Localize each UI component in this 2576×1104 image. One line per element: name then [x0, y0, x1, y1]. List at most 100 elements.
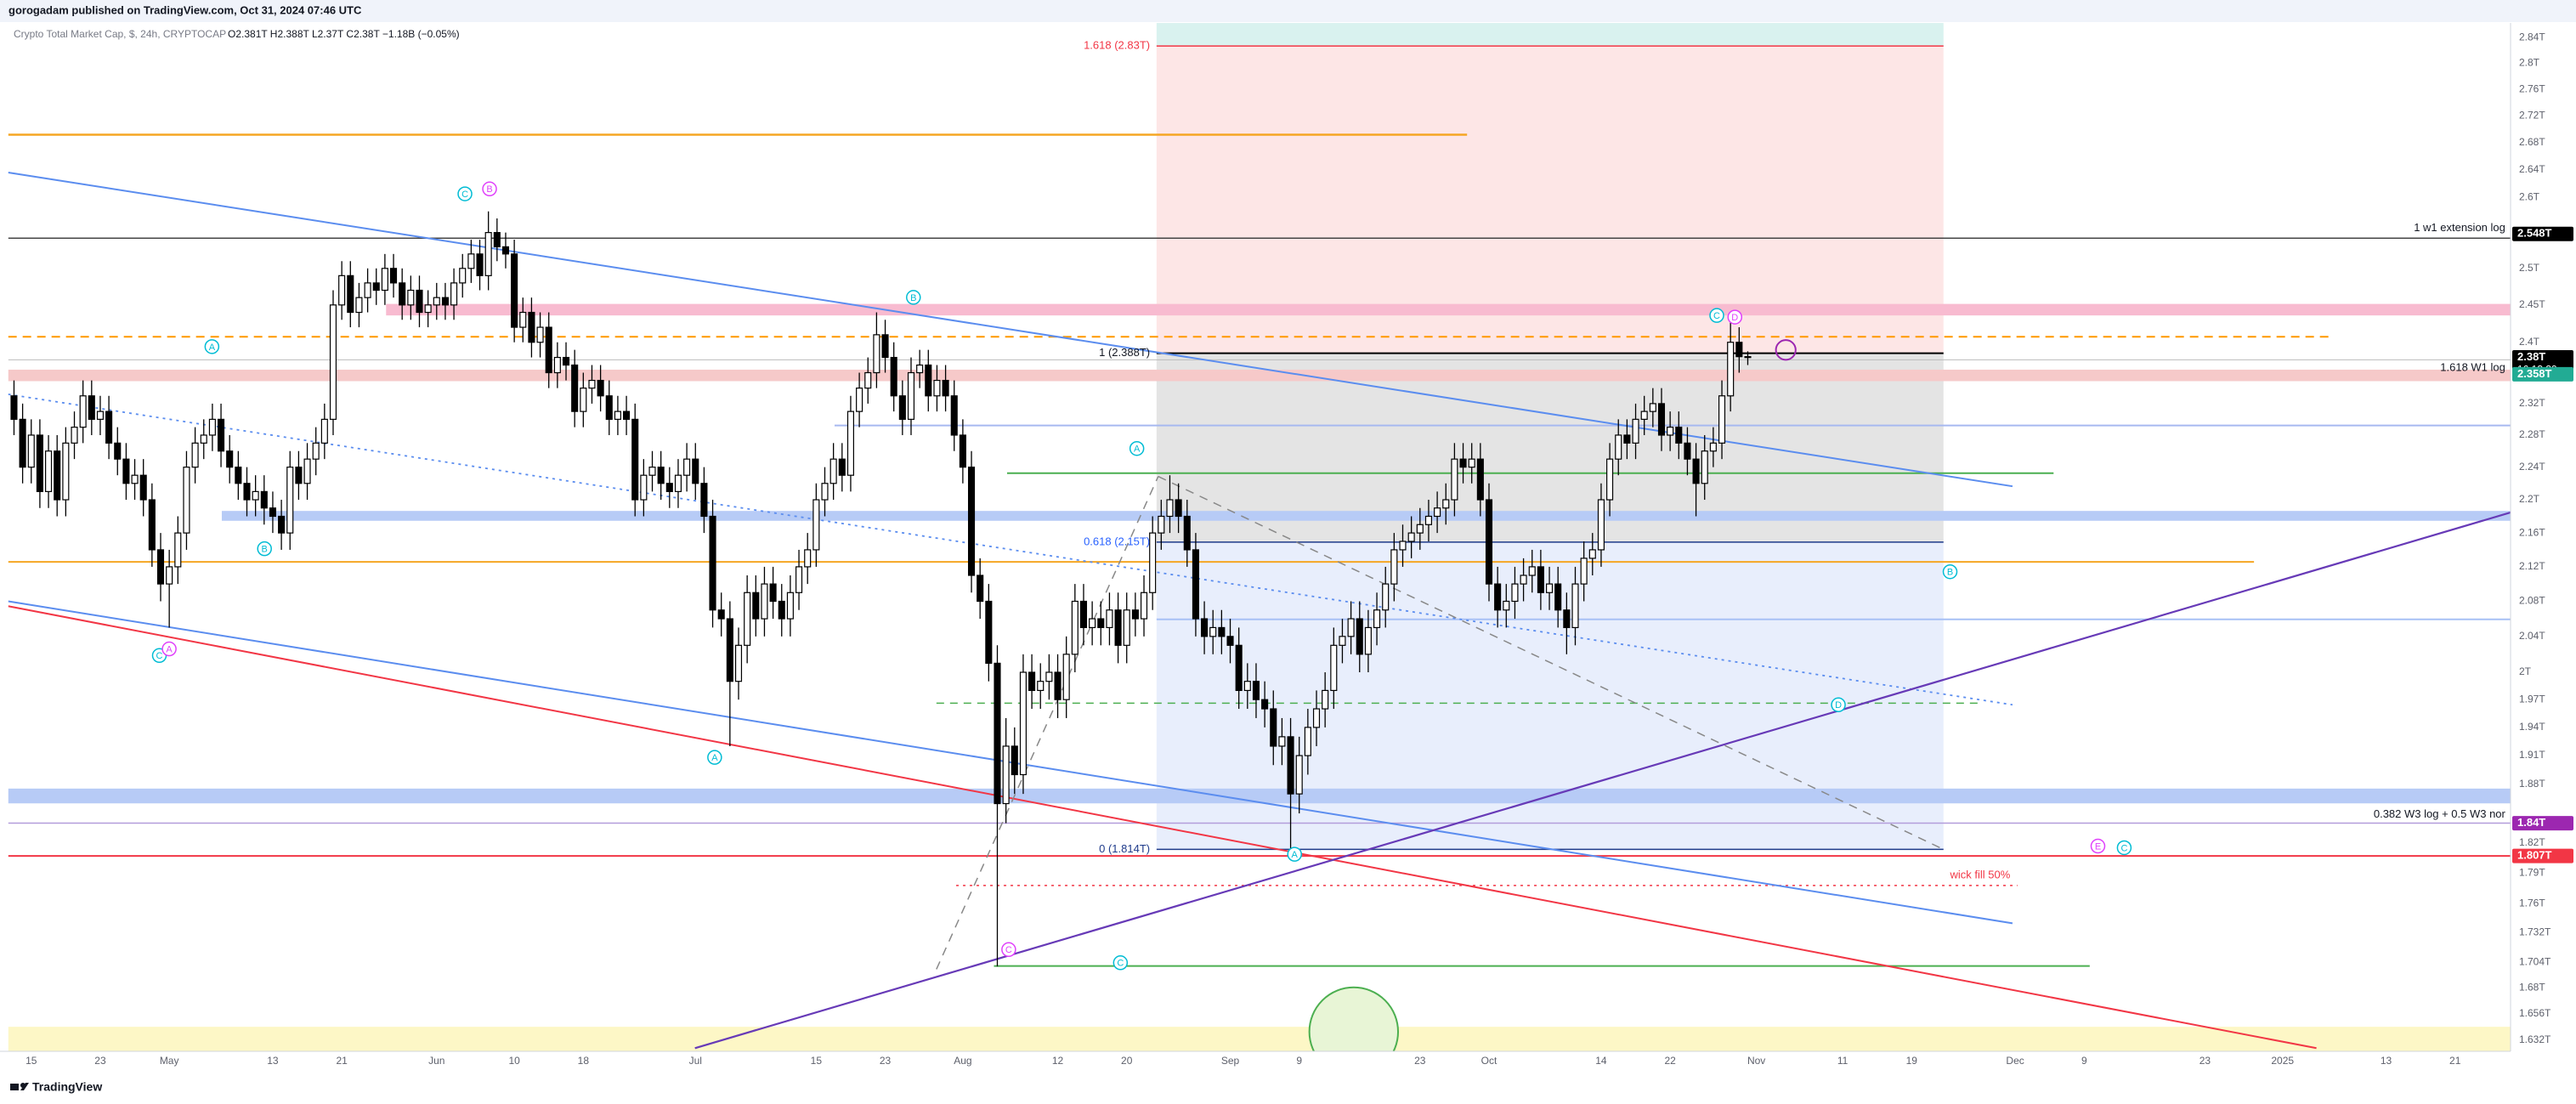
y-tick-label: 2.8T — [2519, 57, 2540, 69]
y-tick-label: 2.24T — [2519, 461, 2545, 473]
candle-body — [295, 467, 303, 484]
wave-label: E — [2095, 841, 2101, 852]
candle-body — [286, 467, 294, 534]
drawing-label: wick fill 50% — [1950, 869, 2011, 881]
x-tick-label: Jul — [689, 1055, 702, 1067]
footer-logo: TradingView — [10, 1080, 102, 1094]
candle-body — [36, 434, 43, 492]
y-tick-label: 2.08T — [2519, 595, 2545, 607]
zone — [1156, 23, 1944, 47]
candle-body — [166, 566, 173, 585]
candle-body — [183, 467, 190, 534]
candle-body — [769, 583, 777, 603]
candle-body — [174, 532, 182, 568]
candle-body — [804, 549, 812, 568]
candle-body — [1235, 644, 1243, 692]
y-tick-label: 2.2T — [2519, 493, 2540, 505]
candle-body — [1002, 745, 1010, 805]
zone — [8, 1027, 2511, 1051]
candle-body — [105, 410, 113, 444]
x-tick-label: 11 — [1837, 1055, 1848, 1067]
candle-body — [476, 253, 484, 276]
header-bar — [0, 0, 2576, 22]
candle-body — [27, 434, 35, 468]
drawing-label: 1 w1 extension log — [2414, 221, 2505, 234]
candle-body — [1243, 681, 1251, 692]
drawing-label: 0 (1.814T) — [1099, 842, 1150, 855]
candle-body — [389, 268, 398, 284]
candle-body — [1434, 507, 1441, 518]
candle-body — [881, 334, 889, 359]
candle-body — [1028, 671, 1036, 692]
candle-body — [200, 434, 207, 444]
candle-body — [1218, 626, 1226, 637]
candle-body — [54, 450, 61, 501]
x-tick-label: 19 — [1906, 1055, 1918, 1067]
candle-body — [726, 618, 733, 682]
candle-body — [925, 364, 932, 397]
candle-body — [1382, 583, 1390, 611]
candle-body — [752, 592, 760, 620]
candle-body — [1640, 410, 1648, 420]
wave-circle — [707, 750, 722, 765]
x-tick-label: 23 — [94, 1055, 106, 1067]
candle-body — [553, 356, 561, 374]
candle-body — [139, 474, 147, 501]
candle-body — [1261, 699, 1269, 710]
candle-body — [399, 282, 406, 306]
candle-body — [407, 289, 415, 306]
candle-body — [1287, 736, 1294, 795]
price-badge-label: 2.358T — [2517, 367, 2552, 380]
candle-body — [597, 379, 604, 397]
candle-body — [1537, 566, 1544, 593]
drawing-label: 1.618 (2.83T) — [1084, 39, 1150, 52]
candle-body — [1097, 618, 1105, 629]
candle-body — [1252, 681, 1260, 700]
drawing-label: 0.382 W3 log + 0.5 W3 nor — [2374, 807, 2506, 820]
wave-circle — [257, 541, 272, 557]
x-tick-label: 18 — [578, 1055, 590, 1067]
candle-body — [484, 232, 492, 276]
candle-body — [441, 297, 449, 306]
candle-body — [1054, 671, 1062, 700]
candle-body — [1089, 618, 1096, 629]
candle-body — [372, 282, 380, 292]
candle-body — [950, 395, 958, 436]
candle-body — [252, 490, 259, 501]
candle-body — [907, 371, 915, 420]
candle-body — [364, 282, 371, 298]
x-tick-label: Jun — [428, 1055, 444, 1067]
zone — [386, 303, 2511, 316]
candle-body — [605, 395, 613, 420]
x-tick-label: 13 — [2381, 1055, 2392, 1067]
candle-body — [459, 268, 467, 284]
candle-body — [648, 467, 656, 476]
candle-body — [1339, 636, 1346, 646]
candle-body — [355, 297, 363, 314]
wave-label: C — [156, 651, 163, 661]
candle-body — [1545, 583, 1554, 593]
candle-body — [243, 483, 251, 501]
y-tick-label: 2.28T — [2519, 428, 2545, 440]
candle-body — [1114, 609, 1122, 646]
candle-body — [1071, 600, 1079, 655]
candle-body — [1399, 541, 1407, 551]
price-badge — [2512, 366, 2573, 382]
candle-body — [1744, 356, 1752, 359]
x-tick-label: 10 — [508, 1055, 520, 1067]
candle-body — [665, 483, 673, 492]
candle-body — [717, 609, 725, 620]
candle-body — [1209, 626, 1217, 637]
candle-body — [838, 458, 846, 476]
candle-body — [1468, 458, 1475, 468]
footer-text: TradingView — [32, 1080, 102, 1094]
candle-body — [812, 499, 820, 551]
candle-body — [122, 458, 130, 484]
target-circle — [1775, 339, 1797, 361]
x-tick-label: 14 — [1595, 1055, 1607, 1067]
header-text: gorogadam published on TradingView.com, … — [8, 3, 362, 16]
wave-label: C — [1117, 959, 1124, 969]
candle-body — [786, 592, 794, 620]
candle-body — [1278, 736, 1286, 747]
